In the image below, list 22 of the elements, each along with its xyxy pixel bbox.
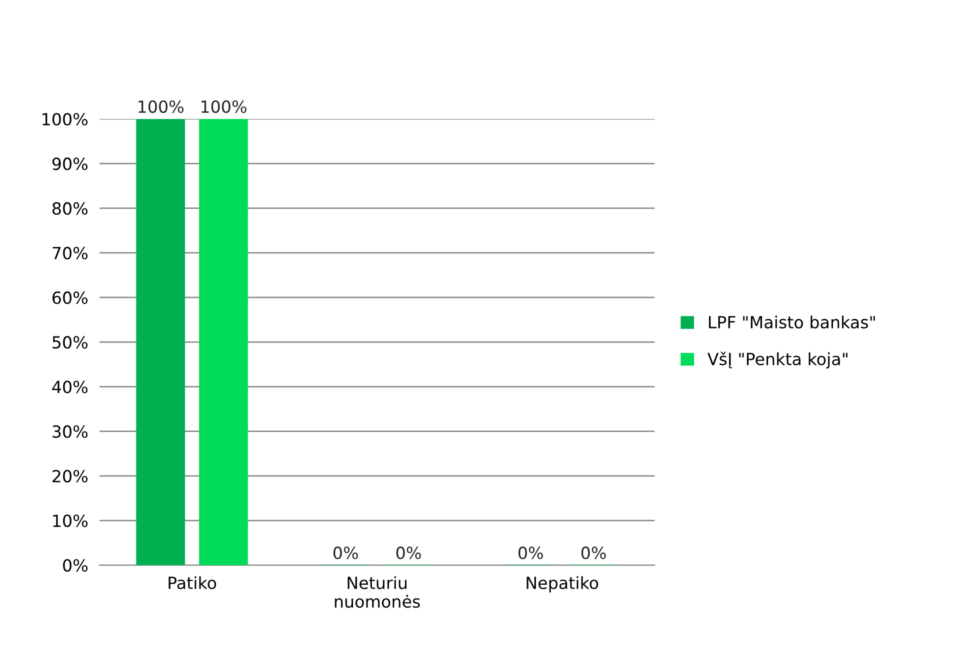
y-tick-label: 100% xyxy=(42,112,88,126)
data-label: 100% xyxy=(138,100,184,113)
y-tick-label: 30% xyxy=(52,425,88,438)
y-tick-label: 50% xyxy=(52,336,88,349)
y-tick-label: 40% xyxy=(52,380,88,394)
y-tick-label: 0% xyxy=(63,559,88,572)
y-tick-label: 60% xyxy=(52,291,88,304)
y-tick-label: 20% xyxy=(52,470,88,482)
x-tick-label: Patiko xyxy=(168,576,216,590)
data-label: 100% xyxy=(202,100,246,113)
y-tick-label: 90% xyxy=(52,158,88,170)
y-tick-label: 80% xyxy=(52,202,88,215)
y-tick-label: 10% xyxy=(53,514,88,528)
y-tick-label: 70% xyxy=(52,246,88,260)
data-label: 0% xyxy=(396,546,421,560)
x-tick-label: Neturiu nuomonės xyxy=(334,576,420,608)
x-tick-label: Nepatiko xyxy=(526,576,598,592)
legend-label: LPF "Maisto bankas" xyxy=(708,316,875,329)
data-label: 0% xyxy=(333,546,358,560)
data-label: 0% xyxy=(581,546,606,560)
data-label: 0% xyxy=(518,546,543,560)
legend-label: VšĮ "Penkta koja" xyxy=(707,352,848,369)
